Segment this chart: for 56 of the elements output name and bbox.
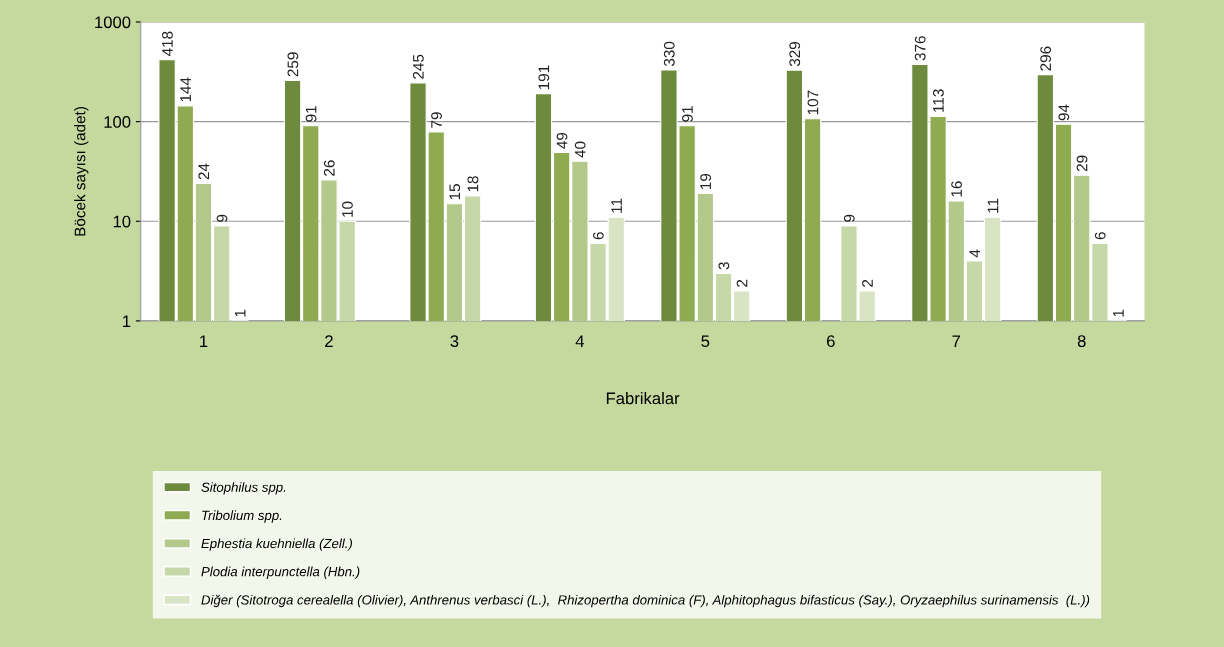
legend-label: Diğer (Sitotroga cerealella (Olivier), Anthrenus verbasci (L.), Rhizopertha dominica (F), Alphitophagus bifasticus (Say.), Oryzaephilus surinamensis (L.))	[201, 594, 1090, 608]
y-tick-label: 1	[123, 315, 131, 327]
data-label: 107	[807, 90, 819, 115]
data-label: 11	[987, 198, 999, 213]
data-label: 79	[431, 112, 442, 128]
data-label: 1	[234, 309, 246, 317]
x-tick-label: 5	[701, 335, 710, 348]
data-label: 113	[932, 89, 944, 112]
legend-label: Plodia interpunctella (Hbn.)	[201, 566, 360, 579]
x-tick-label: 3	[450, 335, 459, 348]
data-label: 10	[342, 201, 353, 217]
data-label: 245	[412, 54, 424, 79]
data-label: 9	[216, 214, 228, 222]
data-label: 49	[556, 132, 568, 149]
y-tick-label: 1000	[95, 16, 131, 29]
y-axis-title: Böcek sayısı (adet)	[74, 107, 89, 236]
data-label: 11	[611, 198, 622, 213]
data-label: 259	[287, 52, 299, 77]
x-tick-label: 2	[325, 335, 333, 347]
x-tick-label: 4	[575, 335, 585, 347]
data-label: 15	[449, 184, 461, 200]
legend-label: Tribolium spp.	[202, 510, 282, 523]
data-label: 18	[467, 176, 479, 192]
data-label: 3	[718, 262, 730, 270]
data-label: 2	[862, 279, 873, 287]
x-tick-label: 6	[827, 335, 835, 348]
data-label: 19	[700, 173, 712, 189]
data-label: 24	[198, 163, 210, 180]
x-tick-label: 7	[952, 335, 961, 347]
data-label: 4	[969, 249, 981, 258]
data-label: 91	[682, 106, 693, 122]
x-tick-label: 8	[1077, 335, 1086, 348]
data-label: 296	[1040, 46, 1052, 71]
data-label: 16	[951, 181, 962, 197]
x-axis-title: Fabrikalar	[606, 392, 680, 405]
data-label: 29	[1076, 155, 1088, 172]
data-label: 2	[736, 279, 748, 287]
legend-label: Ephestia kuehniella (Zell.)	[201, 538, 352, 551]
legend-label: Sitophilus spp.	[201, 482, 286, 495]
data-label: 376	[914, 36, 926, 61]
y-tick-label: 10	[113, 215, 131, 228]
data-label: 1	[1113, 309, 1124, 317]
data-label: 330	[663, 41, 675, 67]
data-label: 418	[162, 31, 173, 57]
data-label: 9	[843, 214, 855, 222]
data-label: 40	[574, 141, 586, 158]
data-label: 26	[323, 160, 335, 176]
y-tick-label: 100	[104, 116, 131, 128]
data-label: 329	[789, 42, 801, 67]
data-label: 6	[1094, 232, 1106, 240]
x-tick-label: 1	[200, 335, 208, 347]
data-label: 6	[592, 232, 604, 240]
data-label: 91	[305, 106, 317, 122]
data-label: 191	[538, 65, 550, 90]
data-label: 94	[1058, 104, 1070, 121]
data-label: 144	[180, 77, 191, 102]
